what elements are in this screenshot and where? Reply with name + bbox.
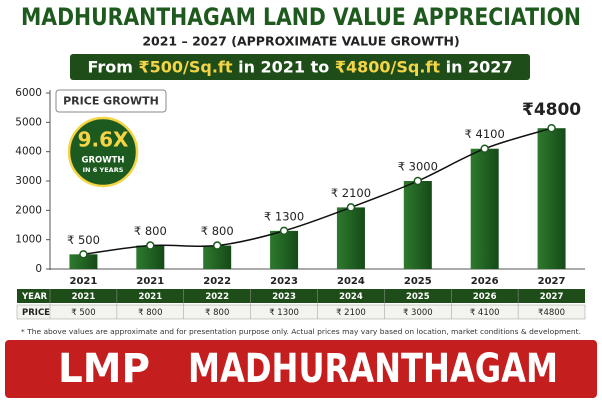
y-tick-label: 2000 [15,204,42,216]
table-cell: 2026 [473,292,497,302]
x-tick-label: 2022 [203,276,231,287]
banner-text: LMP [58,346,150,392]
table-row-bg [16,304,586,320]
table-cell: ₹ 4100 [470,308,500,318]
x-tick-label: 2024 [337,276,365,287]
value-label: ₹ 3000 [398,160,438,174]
annotation: GROWTH [81,156,124,166]
chart-title: MADHURANTHAGAM LAND VALUE APPRECIATION [21,3,581,31]
annotation: IN 6 YEARS [83,166,124,174]
bar [270,230,299,269]
table-cell: ₹ 500 [71,308,95,318]
y-tick-label: 6000 [15,87,42,99]
bar [470,148,499,269]
trend-dot [480,144,489,153]
bar [203,245,232,269]
value-label: ₹ 500 [67,233,100,247]
value-label: ₹4800 [522,100,581,120]
trend-dot [346,203,356,212]
y-tick-label: 0 [35,263,42,275]
value-label: ₹ 800 [134,224,167,238]
footnote: * The above values are approximate and f… [21,328,581,336]
chart-subtitle: 2021 – 2027 (APPROXIMATE VALUE GROWTH) [142,34,459,49]
value-label: ₹ 4100 [465,127,505,141]
headline-part: ₹4800/Sq.ft [335,57,441,76]
table-cell: ₹ 2100 [336,308,366,318]
y-tick-label: 5000 [15,116,42,128]
row-header: YEAR [21,292,48,302]
headline-bg [70,54,530,80]
x-tick-label: 2021 [136,276,164,287]
bar [537,128,566,269]
value-label: ₹ 2100 [331,186,371,200]
row-header: PRICE [22,308,50,318]
trend-dot [146,241,155,250]
y-tick-label: 3000 [15,175,42,187]
trend-dot [413,176,423,186]
x-tick-label: 2026 [471,276,499,287]
banner-text: MADHURANTHAGAM [188,346,558,392]
bar [336,207,365,269]
trend-line [83,127,552,256]
headline-part: in 2027 [440,57,513,76]
banner-bg [5,340,597,398]
annotation-box [55,89,167,113]
table-cell: ₹ 3000 [403,308,433,318]
table-cell: ₹ 800 [205,308,229,318]
table-cell: 2021 [72,292,96,302]
table-cell: 2024 [339,292,363,302]
headline-part: ₹500/Sq.ft [138,57,232,76]
bar [403,181,432,269]
y-tick-label: 1000 [15,234,42,246]
table-cell: ₹ 1300 [269,308,299,318]
annotation: 9.6X [78,128,129,152]
x-tick-label: 2027 [538,276,566,287]
table-header-bg [17,289,585,303]
x-tick-label: 2021 [70,276,98,287]
x-tick-label: 2025 [404,276,432,287]
table-cell: 2025 [406,292,430,302]
x-tick-label: 2023 [270,276,298,287]
headline: From ₹500/Sq.ft in 2021 to ₹4800/Sq.ft i… [87,57,512,76]
y-tick-label: 4000 [15,146,42,158]
trend-dot [79,250,88,259]
table-cell: ₹4800 [538,308,565,318]
growth-badge [67,116,139,188]
trend-dot [279,226,289,236]
headline-part: From [87,57,138,76]
value-label: ₹ 1300 [264,209,304,223]
table-cell: 2027 [540,292,564,302]
table-cell: 2023 [272,292,296,302]
trend-dot [547,123,556,133]
value-label: ₹ 800 [201,224,234,238]
table-cell: ₹ 800 [138,308,162,318]
bar [69,254,98,269]
table-cell: 2021 [138,292,162,302]
trend-dot [212,241,222,250]
table-cell: 2022 [205,292,229,302]
headline-part: in 2021 to [233,57,335,76]
bar [136,245,165,269]
annotation: PRICE GROWTH [63,95,159,108]
